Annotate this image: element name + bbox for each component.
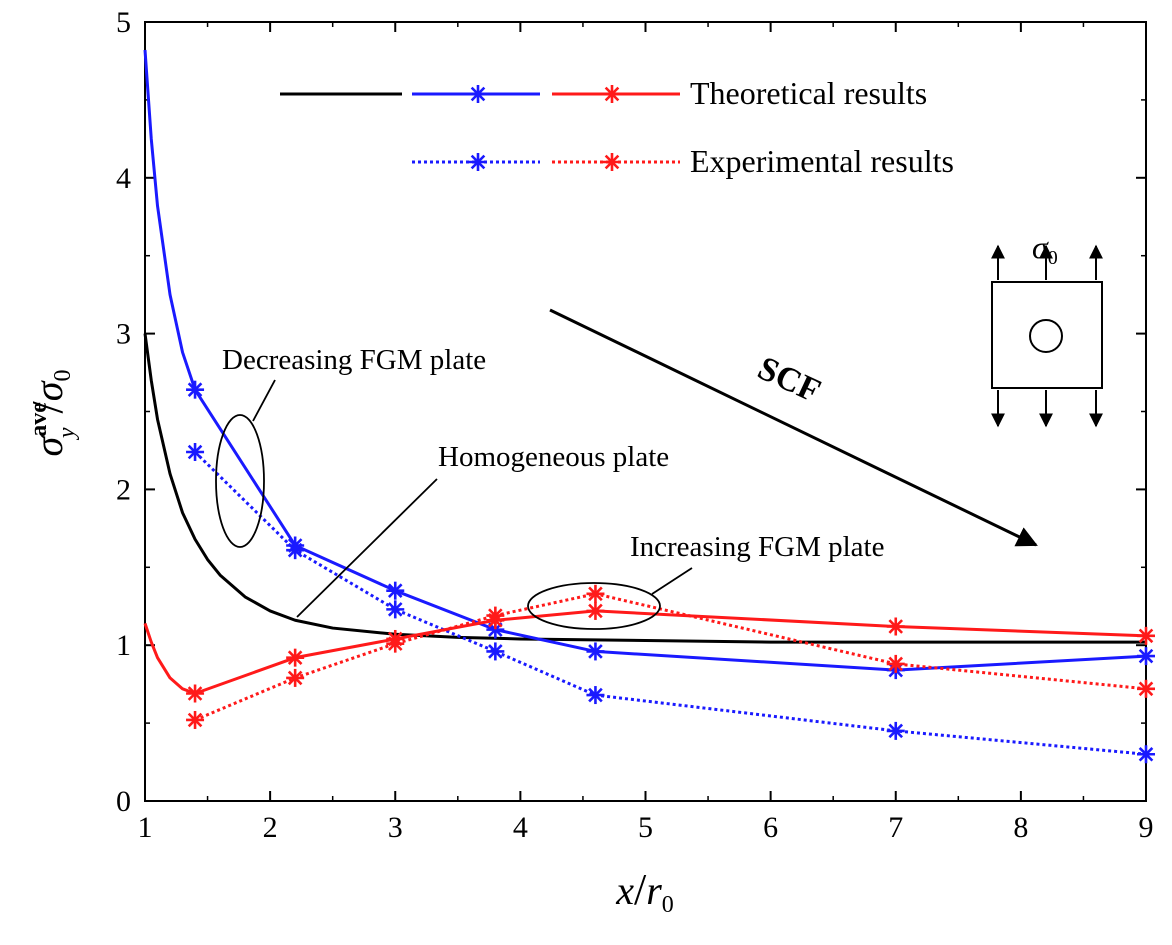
data-point-increasing-solid	[1137, 626, 1155, 645]
legend-experimental-label: Experimental results	[690, 143, 954, 179]
data-point-decreasing-solid	[586, 642, 605, 661]
legend-decreasing-dotted-marker	[469, 153, 487, 171]
data-point-decreasing-dotted	[886, 721, 905, 740]
y-tick-label: 0	[116, 785, 131, 818]
annotation-increasing-leader	[651, 567, 693, 595]
annotation-decreasing-text: Decreasing FGM plate	[222, 344, 486, 376]
svg-text:x/r0: x/r0	[615, 865, 674, 918]
inset-plate	[991, 281, 1103, 389]
annotation-decreasing-ellipse	[215, 414, 265, 548]
annotation-increasing-ellipse	[527, 582, 661, 630]
data-point-increasing-dotted	[186, 710, 205, 729]
data-point-increasing-dotted	[386, 634, 405, 653]
series-line-decreasing-dotted	[193, 450, 1147, 756]
x-tick-label: 7	[888, 811, 903, 844]
data-point-increasing-dotted	[886, 654, 905, 673]
x-label-slash: /	[634, 865, 647, 914]
svg-text:σavey/σ0: σavey/σ0	[23, 369, 80, 456]
annotation-homogeneous-text: Homogeneous plate	[438, 441, 669, 473]
x-label-den-sub: 0	[662, 892, 674, 918]
data-point-decreasing-solid	[1137, 647, 1155, 666]
data-point-increasing-dotted	[1137, 679, 1155, 698]
annotation-increasing: Increasing FGM plate	[527, 531, 885, 630]
legend-marker-asterisk	[603, 153, 621, 171]
series-line-increasing-solid	[143, 622, 196, 695]
y-tick-label: 4	[116, 162, 131, 195]
annotation-homogeneous-leader	[296, 478, 438, 618]
inset-top-arrows	[991, 244, 1103, 280]
y-label-sub: y	[54, 427, 80, 440]
x-tick-label: 4	[513, 811, 528, 844]
legend-decreasing-solid-marker	[469, 85, 487, 103]
x-tick-label: 5	[638, 811, 653, 844]
y-tick-label: 5	[116, 6, 131, 39]
y-label-slash: /	[23, 400, 72, 413]
y-label-den-sub: 0	[50, 369, 76, 381]
data-point-increasing-solid	[586, 601, 605, 620]
data-point-decreasing-dotted	[186, 443, 205, 462]
legend-increasing-dotted-marker	[603, 153, 621, 171]
x-label-main: x	[615, 868, 634, 913]
x-tick-label: 9	[1139, 811, 1154, 844]
series-layer	[143, 49, 1155, 764]
data-point-increasing-solid	[186, 684, 205, 703]
data-point-decreasing-dotted	[586, 686, 605, 705]
data-point-decreasing-dotted	[486, 642, 505, 661]
legend-theoretical-label: Theoretical results	[690, 75, 927, 111]
annotation-increasing-text: Increasing FGM plate	[630, 531, 885, 563]
data-point-decreasing-dotted	[286, 541, 305, 560]
series-line-homogeneous-solid	[143, 333, 1146, 644]
y-tick-label: 3	[116, 318, 131, 351]
x-tick-label: 2	[263, 811, 278, 844]
legend-marker-asterisk	[469, 153, 487, 171]
inset-bottom-arrows	[991, 390, 1103, 428]
data-point-decreasing-dotted	[386, 600, 405, 619]
data-point-increasing-dotted	[486, 606, 505, 625]
legend-marker-asterisk	[603, 85, 621, 103]
data-point-increasing-solid	[286, 648, 305, 667]
series-line-decreasing-solid	[143, 49, 197, 391]
annotation-decreasing-leader	[252, 379, 276, 422]
annotation-decreasing: Decreasing FGM plate	[215, 344, 486, 548]
data-point-increasing-dotted	[286, 668, 305, 687]
y-tick-label: 2	[116, 473, 131, 506]
inset-plate-diagram: σ0	[991, 229, 1103, 428]
y-axis-label: σavey/σ0	[23, 369, 80, 456]
scf-text: SCF	[752, 350, 826, 411]
y-tick-label: 1	[116, 629, 131, 662]
y-label-den-sigma: σ	[26, 380, 71, 401]
inset-sigma-label: σ0	[1032, 229, 1058, 269]
inset-sigma-sub: 0	[1048, 247, 1058, 269]
y-label-sup: ave	[26, 402, 52, 437]
x-tick-label: 8	[1013, 811, 1028, 844]
inset-hole	[1029, 319, 1063, 353]
x-label-den: r	[646, 868, 662, 913]
data-point-decreasing-solid	[186, 380, 205, 399]
legend-increasing-solid-marker	[603, 85, 621, 103]
x-tick-label: 6	[763, 811, 778, 844]
data-point-increasing-dotted	[586, 584, 605, 603]
annotation-scf: SCF	[549, 308, 1038, 547]
legend-marker-asterisk	[469, 85, 487, 103]
legend: Theoretical results Experimental results	[280, 75, 954, 179]
data-point-decreasing-dotted	[1137, 745, 1155, 764]
y-label-sigma: σ	[26, 436, 71, 457]
scf-arrow	[549, 308, 1038, 547]
data-point-increasing-solid	[886, 617, 905, 636]
x-tick-label: 1	[138, 811, 153, 844]
series-line-increasing-solid	[194, 609, 1147, 695]
data-point-decreasing-solid	[386, 581, 405, 600]
x-tick-label: 3	[388, 811, 403, 844]
x-axis-label: x/r0	[615, 865, 674, 918]
annotation-homogeneous: Homogeneous plate	[296, 441, 669, 618]
